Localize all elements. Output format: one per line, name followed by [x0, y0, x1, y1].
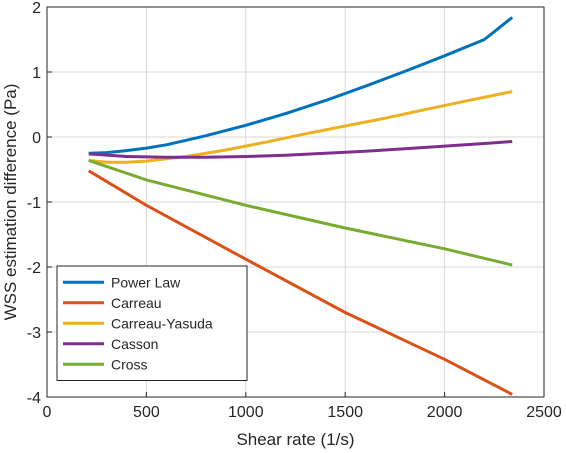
y-tick-label: -1 [27, 195, 41, 212]
legend-label: Casson [111, 336, 158, 352]
x-tick-label: 1000 [228, 404, 264, 421]
legend-label: Power Law [111, 274, 181, 290]
legend-label: Carreau-Yasuda [111, 315, 213, 331]
x-tick-label: 0 [43, 404, 52, 421]
y-tick-label: 0 [32, 130, 41, 147]
x-tick-label: 2000 [427, 404, 463, 421]
plot-frame [46, 6, 545, 398]
series-lines [87, 16, 514, 396]
series-line-carreau [87, 169, 513, 396]
y-axis-label: WSS estimation difference (Pa) [1, 84, 20, 321]
legend-label: Cross [111, 356, 148, 372]
legend-label: Carreau [111, 295, 162, 311]
y-tick-label: -4 [27, 390, 41, 407]
y-tick-label: 2 [32, 0, 41, 17]
legend: Power Law Carreau Carreau-Yasuda Casson Cros… [56, 265, 248, 381]
x-axis-label: Shear rate (1/s) [236, 430, 354, 449]
y-tick-label: 1 [32, 65, 41, 82]
x-tick-label: 2500 [526, 404, 562, 421]
tick-labels: 0 500 1000 1500 2000 2500 -4 -3 -2 -1 0 1 2 [27, 0, 562, 421]
series-line-carreau-yasuda [88, 90, 513, 164]
x-tick-label: 500 [133, 404, 160, 421]
x-tick-label: 1500 [327, 404, 363, 421]
series-line-casson [88, 140, 513, 159]
series-line-cross [88, 158, 513, 267]
y-tick-label: -3 [27, 325, 41, 342]
series-line-power-law [88, 16, 514, 155]
y-tick-label: -2 [27, 260, 41, 277]
